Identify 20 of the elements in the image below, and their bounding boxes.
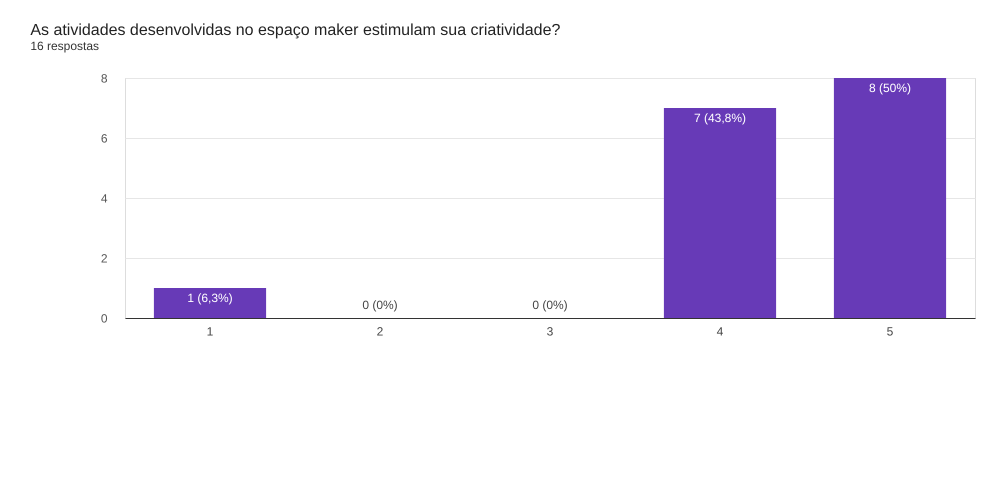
data-label: 8 (50%)	[868, 81, 912, 95]
y-tick-label: 6	[100, 132, 108, 146]
bar	[664, 108, 776, 318]
bar	[834, 78, 946, 318]
x-tick-label: 4	[716, 324, 724, 338]
data-label: 0 (0%)	[362, 298, 398, 312]
data-label: 0 (0%)	[532, 298, 568, 312]
y-tick-label: 4	[100, 192, 108, 206]
data-label: 1 (6,3%)	[187, 291, 233, 305]
x-tick-label: 2	[376, 324, 384, 338]
y-tick-label: 8	[100, 72, 108, 86]
x-tick-label: 1	[206, 324, 214, 338]
y-tick-label: 2	[100, 252, 108, 266]
x-tick-label: 5	[886, 324, 894, 338]
chart-title: As atividades desenvolvidas no espaço maker estimulam sua criatividade?	[30, 22, 560, 39]
bar	[154, 288, 266, 318]
data-label: 7 (43,8%)	[694, 111, 746, 125]
chart-subtitle: 16 respostas	[30, 39, 100, 53]
x-tick-label: 3	[546, 324, 554, 338]
y-tick-label: 0	[100, 312, 108, 326]
